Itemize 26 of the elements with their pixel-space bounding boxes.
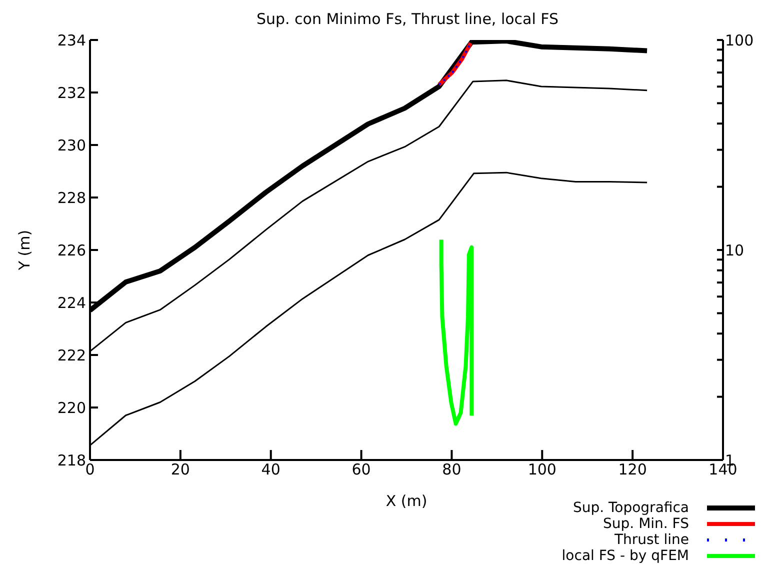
x-tick-label: 80 — [442, 460, 462, 479]
y-axis-title: Y (m) — [15, 230, 34, 272]
y-tick-label: 222 — [57, 346, 86, 364]
y2-tick-label: 100 — [725, 31, 754, 50]
legend-label: Sup. Min. FS — [603, 516, 689, 532]
y-tick-label: 224 — [57, 294, 86, 312]
y-tick-label: 234 — [57, 31, 86, 50]
y-tick-label: 220 — [57, 398, 86, 417]
y-tick-label: 218 — [57, 451, 86, 470]
x-tick-label: 40 — [261, 460, 280, 479]
y2-tick-label: 10 — [725, 241, 744, 260]
y-tick-label: 232 — [57, 84, 86, 102]
x-tick-label: 0 — [85, 460, 95, 479]
y-tick-label: 230 — [57, 136, 86, 154]
line-series — [439, 238, 474, 426]
chart-title: Sup. con Minimo Fs, Thrust line, local FS — [255, 10, 560, 28]
x-tick-label: 100 — [528, 460, 556, 479]
y-tick-label: 228 — [57, 188, 86, 207]
legend-label: local FS - by qFEM — [562, 548, 689, 564]
x-tick-label: 120 — [618, 460, 647, 479]
x-tick-label: 60 — [352, 460, 371, 479]
x-tick-label: 20 — [170, 460, 190, 479]
y-tick-label: 226 — [57, 241, 86, 260]
legend-label: Thrust line — [614, 532, 689, 548]
legend-label: Sup. Topografica — [572, 500, 689, 516]
x-axis-title: X (m) — [386, 492, 428, 510]
